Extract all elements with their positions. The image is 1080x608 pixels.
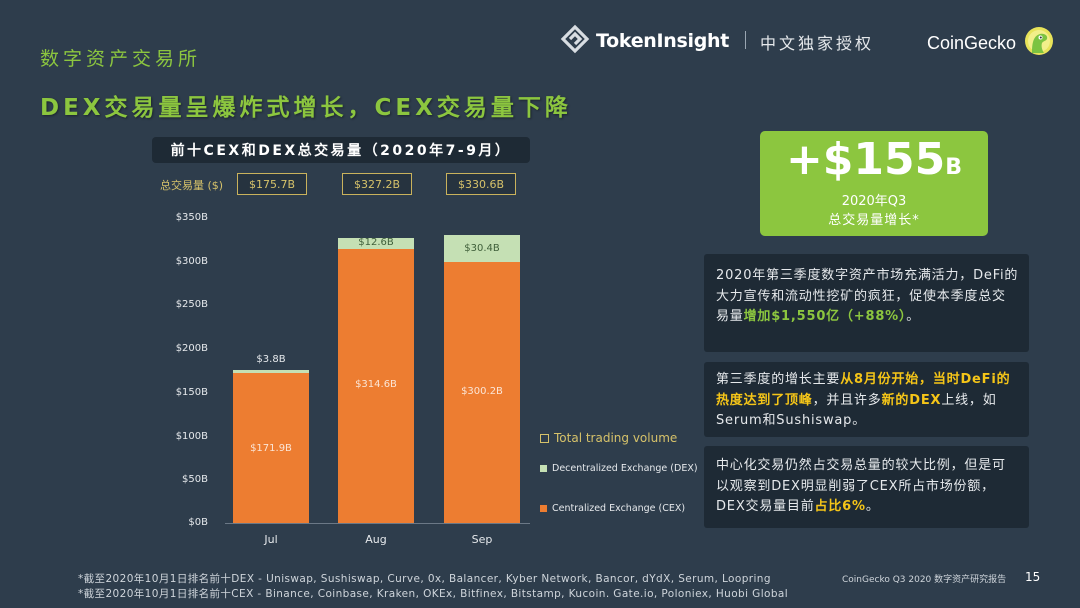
kpi-caption: 总交易量增长* bbox=[828, 213, 920, 228]
report-name: CoinGecko Q3 2020 数字资产研究报告 bbox=[842, 575, 1007, 585]
note-text: 中心化交易仍然占交易总量的较大比例，但是可以观察到DEX明显削弱了CEX所占市场… bbox=[716, 458, 1006, 514]
bar-label-dex-aug: $12.6B bbox=[358, 237, 394, 248]
note-highlight: 增加$1,550亿（+88%） bbox=[743, 309, 907, 324]
page-number: 15 bbox=[1025, 570, 1041, 584]
bar-cex-sep: $300.2B bbox=[444, 262, 520, 523]
note-text: 。 bbox=[865, 499, 880, 514]
license-text: 中文独家授权 bbox=[760, 34, 875, 53]
legend-swatch-dex bbox=[540, 465, 547, 472]
x-label-jul: Jul bbox=[264, 533, 278, 546]
bar-label-dex-jul: $3.8B bbox=[256, 354, 286, 365]
note-text: 2020年第三季度数字资产市场充满活力，DeFi的大力宣传和流动性挖矿的疯狂，促… bbox=[716, 268, 1019, 324]
note-highlight: 从8月份开始，当时DeFi的热度达到了顶峰 bbox=[716, 372, 1011, 408]
note-card-3: 中心化交易仍然占交易总量的较大比例，但是可以观察到DEX明显削弱了CEX所占市场… bbox=[704, 446, 1029, 528]
y-tick: $0B bbox=[188, 517, 208, 528]
kpi-unit: B bbox=[945, 155, 963, 180]
note-highlight: 新的DEX bbox=[881, 392, 942, 408]
y-tick: $200B bbox=[175, 343, 208, 354]
header-divider bbox=[745, 31, 746, 49]
y-tick: $100B bbox=[175, 431, 208, 442]
footnote-dex: *截至2020年10月1日排名前十DEX - Uniswap, Sushiswa… bbox=[78, 573, 771, 585]
legend-swatch-total bbox=[540, 433, 549, 443]
total-box-jul: $175.7B bbox=[237, 173, 307, 195]
bar-dex-sep: $30.4B bbox=[444, 235, 520, 262]
legend-label-total: Total trading volume bbox=[554, 431, 678, 445]
y-tick: $350B bbox=[175, 212, 208, 223]
total-volume-label: 总交易量 ($) bbox=[160, 179, 224, 192]
y-tick: $300B bbox=[175, 256, 208, 267]
note-text: ，并且许多 bbox=[812, 392, 882, 408]
y-tick: $150B bbox=[175, 387, 208, 398]
kpi-value: +$155 bbox=[785, 134, 946, 185]
kpi-value-line: +$155B bbox=[760, 135, 988, 193]
bar-label-cex-sep: $300.2B bbox=[461, 386, 503, 397]
bar-dex-jul bbox=[233, 370, 309, 373]
note-text: 第三季度的增长主要 bbox=[716, 372, 841, 387]
legend-cex: Centralized Exchange (CEX) bbox=[540, 503, 685, 514]
bar-label-cex-jul: $171.9B bbox=[250, 443, 292, 454]
note-text: 。 bbox=[906, 309, 921, 324]
note-text: 上线，如Serum和Sushiswap。 bbox=[716, 392, 997, 429]
bar-label-dex-sep: $30.4B bbox=[464, 243, 500, 254]
total-box-aug: $327.2B bbox=[342, 173, 412, 195]
bar-dex-aug: $12.6B bbox=[338, 237, 414, 249]
note-card-2: 第三季度的增长主要从8月份开始，当时DeFi的热度达到了顶峰，并且许多新的DEX… bbox=[704, 362, 1029, 437]
legend-swatch-cex bbox=[540, 505, 547, 512]
y-tick: $250B bbox=[175, 299, 208, 310]
footnote-cex: *截至2020年10月1日排名前十CEX - Binance, Coinbase… bbox=[78, 588, 789, 600]
legend-total: Total trading volume bbox=[540, 431, 677, 445]
bar-cex-jul: $171.9B bbox=[233, 373, 309, 523]
tokeninsight-name: TokenInsight bbox=[596, 30, 730, 52]
coingecko-name: CoinGecko bbox=[927, 32, 1017, 53]
section-label: 数字资产交易所 bbox=[40, 48, 202, 70]
tokeninsight-logo: TokenInsight bbox=[560, 24, 729, 58]
total-box-sep: $330.6B bbox=[446, 173, 516, 195]
bar-label-cex-aug: $314.6B bbox=[355, 379, 397, 390]
kpi-period: 2020年Q3 bbox=[841, 194, 907, 209]
bar-cex-aug: $314.6B bbox=[338, 249, 414, 523]
legend-dex: Decentralized Exchange (DEX) bbox=[540, 463, 698, 474]
kpi-card: +$155B 2020年Q3 总交易量增长* bbox=[760, 131, 988, 236]
note-highlight: 占比6% bbox=[814, 499, 866, 514]
x-label-sep: Sep bbox=[471, 533, 493, 546]
x-axis-line bbox=[225, 523, 530, 524]
legend-label-cex: Centralized Exchange (CEX) bbox=[552, 503, 686, 514]
coingecko-logo: CoinGecko bbox=[927, 26, 1054, 60]
chart-title: 前十CEX和DEX总交易量（2020年7-9月） bbox=[152, 137, 530, 163]
note-card-1: 2020年第三季度数字资产市场充满活力，DeFi的大力宣传和流动性挖矿的疯狂，促… bbox=[704, 254, 1029, 352]
y-tick: $50B bbox=[182, 474, 208, 485]
tokeninsight-logo-icon bbox=[560, 24, 590, 58]
x-label-aug: Aug bbox=[365, 533, 387, 546]
legend-label-dex: Decentralized Exchange (DEX) bbox=[552, 463, 698, 474]
gecko-logo-icon bbox=[1024, 26, 1054, 60]
page-headline: DEX交易量呈爆炸式增长，CEX交易量下降 bbox=[40, 95, 572, 121]
